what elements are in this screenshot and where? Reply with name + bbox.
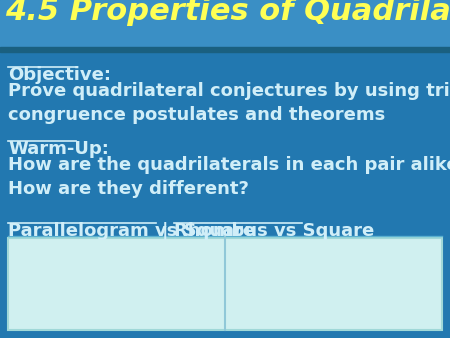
Text: Objective:: Objective:: [8, 66, 111, 84]
Bar: [0, 47, 450, 52]
Text: |: |: [162, 222, 168, 240]
Text: 4.5 Properties of Quadrilaterals: 4.5 Properties of Quadrilaterals: [5, 0, 450, 26]
Text: Rhombus vs Square: Rhombus vs Square: [174, 222, 374, 240]
Bar: [8, 238, 442, 330]
Text: Warm-Up:: Warm-Up:: [8, 140, 109, 158]
Text: Prove quadrilateral conjectures by using triangle
congruence postulates and theo: Prove quadrilateral conjectures by using…: [8, 82, 450, 124]
Text: Parallelogram vs Square: Parallelogram vs Square: [8, 222, 255, 240]
Text: How are the quadrilaterals in each pair alike?
How are they different?: How are the quadrilaterals in each pair …: [8, 156, 450, 198]
Bar: [0, 0, 450, 48]
